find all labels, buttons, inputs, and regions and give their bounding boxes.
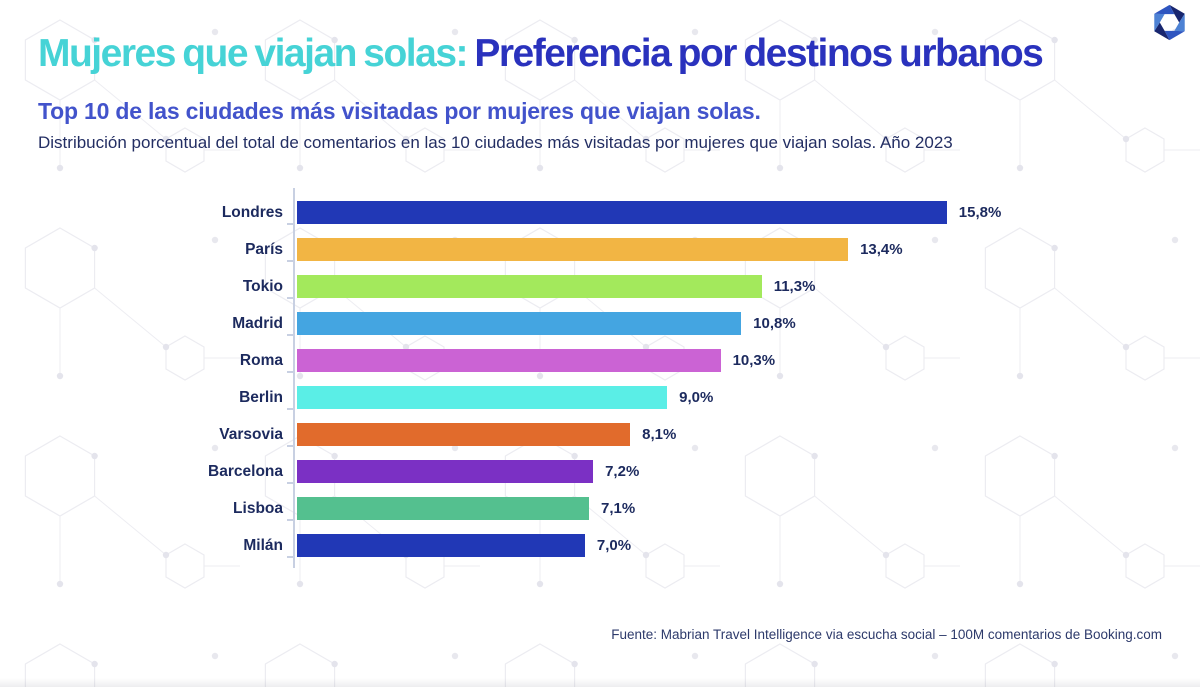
source-note: Fuente: Mabrian Travel Intelligence via … (611, 627, 1162, 642)
bar-row: París 13,4% (38, 231, 1028, 268)
value-label: 13,4% (860, 241, 903, 258)
bar-chart: Londres 15,8% París 13,4% Tokio 11,3% Ma… (38, 188, 1028, 568)
bar (297, 349, 721, 372)
bar-track: 10,8% (297, 312, 955, 335)
bar-row: Milán 7,0% (38, 527, 1028, 564)
chart-description: Distribución porcentual del total de com… (38, 133, 953, 152)
category-label: Milán (243, 536, 283, 554)
bar-track: 9,0% (297, 386, 955, 409)
bar (297, 497, 589, 520)
category-label: Londres (221, 203, 283, 221)
bar (297, 460, 594, 483)
category-label: Tokio (242, 277, 283, 295)
title-highlight: Mujeres que viajan solas: (38, 32, 469, 75)
bar (297, 423, 631, 446)
category-label: París (245, 240, 283, 258)
bar-track: 7,0% (297, 534, 955, 557)
chart-subtitle: Top 10 de las ciudades más visitadas por… (38, 98, 761, 124)
value-label: 9,0% (679, 389, 714, 406)
value-label: 8,1% (642, 426, 677, 443)
page-title: Mujeres que viajan solas: Preferencia po… (38, 30, 1143, 77)
bar-row: Barcelona 7,2% (38, 453, 1028, 490)
bar-track: 7,2% (297, 460, 955, 483)
bar (297, 238, 849, 261)
value-label: 7,0% (596, 537, 632, 554)
title-main: Preferencia por destinos urbanos (474, 32, 1044, 75)
bar-row: Tokio 11,3% (38, 268, 1028, 305)
value-label: 10,3% (732, 352, 776, 369)
bar-row: Varsovia 8,1% (38, 416, 1028, 453)
bar (297, 201, 947, 224)
category-label: Madrid (232, 314, 283, 332)
bar-row: Roma 10,3% (38, 342, 1028, 379)
bottom-edge-shadow (0, 678, 1200, 687)
category-label: Roma (239, 351, 283, 369)
bar-track: 8,1% (297, 423, 955, 446)
value-label: 7,2% (605, 463, 640, 480)
bar-row: Madrid 10,8% (38, 305, 1028, 342)
bar-row: Berlin 9,0% (38, 379, 1028, 416)
category-label: Varsovia (219, 425, 283, 443)
mabrian-logo-icon (1151, 4, 1188, 41)
value-label: 10,8% (753, 315, 796, 332)
bar (297, 534, 585, 557)
bar-track: 13,4% (297, 238, 955, 261)
value-label: 11,3% (773, 278, 816, 295)
bar-track: 11,3% (297, 275, 955, 298)
category-label: Berlin (239, 388, 283, 406)
bar-track: 10,3% (297, 349, 955, 372)
value-label: 15,8% (958, 204, 1002, 221)
bar-row: Lisboa 7,1% (38, 490, 1028, 527)
category-label: Barcelona (208, 462, 283, 480)
bar-track: 7,1% (297, 497, 955, 520)
bar-row: Londres 15,8% (38, 194, 1028, 231)
bar (297, 275, 762, 298)
bar (297, 386, 668, 409)
y-axis-line (287, 188, 295, 568)
content-area: Mujeres que viajan solas: Preferencia po… (0, 30, 1200, 568)
value-label: 7,1% (600, 500, 636, 517)
bar-track: 15,8% (297, 201, 1001, 224)
bar (297, 312, 742, 335)
category-label: Lisboa (233, 499, 283, 517)
bar-rows: Londres 15,8% París 13,4% Tokio 11,3% Ma… (38, 194, 1028, 564)
